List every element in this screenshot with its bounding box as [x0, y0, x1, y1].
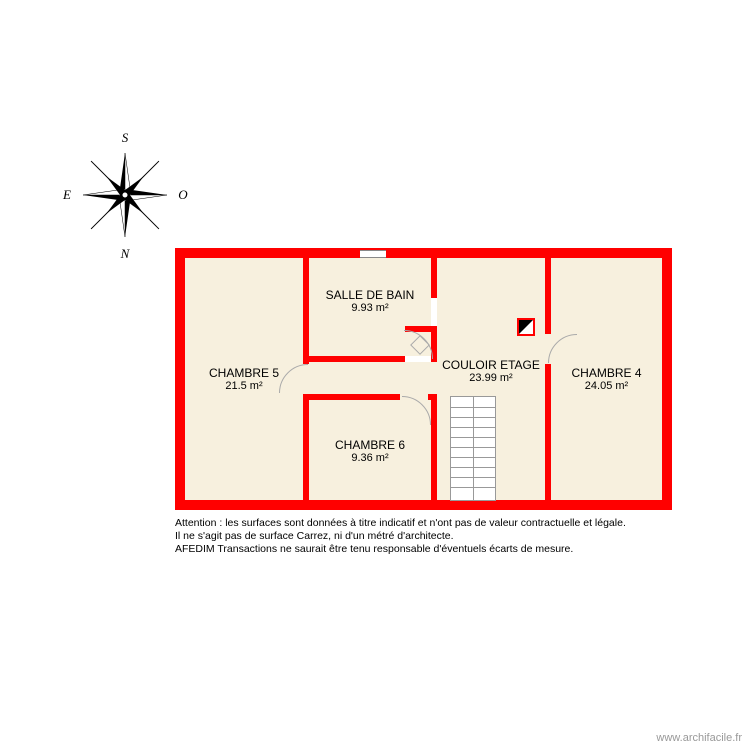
room-couloir-label: COULOIR ETAGE 23.99 m² [437, 358, 545, 384]
compass-o: O [178, 187, 188, 202]
compass-e: E [62, 187, 71, 202]
room-chambre4-area: 24.05 m² [551, 380, 662, 392]
floor-plan: CHAMBRE 5 21.5 m² SALLE DE BAIN 9.93 m² [175, 248, 672, 510]
disclaimer-line2: Il ne s'agit pas de surface Carrez, ni d… [175, 530, 626, 543]
canvas: S N E O CHAMBRE 5 21.5 m² SALLE DE BAIN … [0, 0, 750, 750]
wall-outer-right [662, 248, 672, 510]
room-chambre4-name: CHAMBRE 4 [551, 366, 662, 380]
disclaimer-line1: Attention : les surfaces sont données à … [175, 517, 626, 530]
room-sdb-area: 9.93 m² [309, 302, 431, 314]
disclaimer-line3: AFEDIM Transactions ne saurait être tenu… [175, 543, 626, 556]
wall-outer-top [175, 248, 672, 258]
disclaimer-text: Attention : les surfaces sont données à … [175, 517, 626, 556]
wall-outer-bottom [175, 500, 672, 510]
compass-n: N [120, 246, 131, 260]
room-chambre6-area: 9.36 m² [309, 452, 431, 464]
compass-s: S [122, 130, 129, 145]
watermark: www.archifacile.fr [656, 732, 742, 744]
room-chambre4: CHAMBRE 4 24.05 m² [551, 258, 662, 500]
wall-outer-left [175, 248, 185, 510]
room-couloir-area: 23.99 m² [437, 372, 545, 384]
room-sdb-name: SALLE DE BAIN [309, 288, 431, 302]
room-couloir-mid [309, 362, 447, 394]
skylight-icon [517, 318, 535, 336]
window-sdb [360, 250, 386, 258]
stairs [450, 396, 496, 501]
room-chambre6-name: CHAMBRE 6 [309, 438, 431, 452]
compass-rose: S N E O [60, 130, 190, 260]
room-couloir-name: COULOIR ETAGE [437, 358, 545, 372]
wall-ch6-right [431, 394, 437, 500]
